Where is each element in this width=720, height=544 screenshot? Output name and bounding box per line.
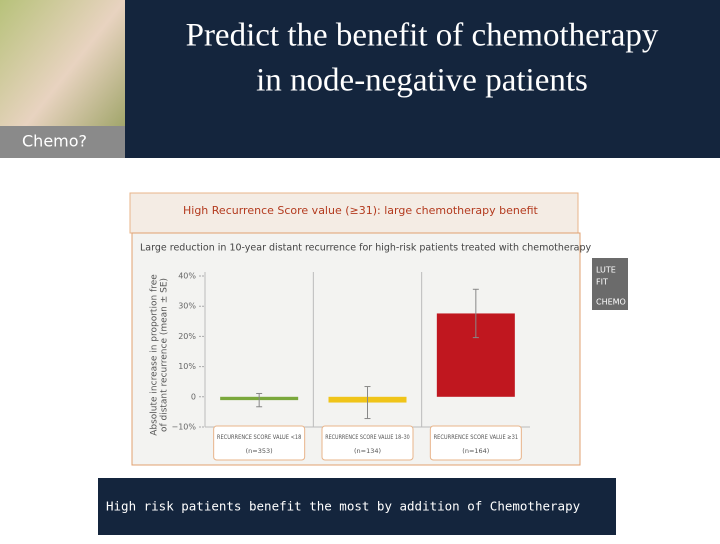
chart-title: Large reduction in 10-year distant recur… xyxy=(140,243,592,254)
photo-label: Chemo? xyxy=(22,132,87,151)
y-tick-label: −10% xyxy=(172,423,197,432)
photo-band xyxy=(0,126,125,158)
sample-size: (n=353) xyxy=(246,447,273,455)
x-tick-label: RECURRENCE SCORE VALUE <18 xyxy=(217,433,302,441)
side-box xyxy=(592,258,628,310)
sample-size: (n=164) xyxy=(462,447,489,455)
banner-box xyxy=(129,192,579,234)
y-tick-label: 40% xyxy=(178,272,196,281)
y-tick-label: 10% xyxy=(178,362,196,371)
category-box xyxy=(321,425,414,461)
header xyxy=(125,0,720,158)
y-tick-label: 20% xyxy=(178,332,196,341)
side-text: FIT xyxy=(596,278,608,287)
side-text: CHEMO xyxy=(596,298,626,307)
y-label: of distant recurrence (mean ± SE) xyxy=(160,278,170,432)
caption: High risk patients benefit the most by a… xyxy=(106,499,581,514)
plot: −10% 0 10% 20% 30% 40% RECURRENCE SCORE VALUE … xyxy=(172,272,530,461)
category-box xyxy=(429,425,522,461)
x-tick-label: RECURRENCE SCORE VALUE ≥31 xyxy=(434,433,519,441)
y-tick-label: 0 xyxy=(191,392,196,401)
y-tick-label: 30% xyxy=(178,302,196,311)
title: Predict the benefit of chemotherapy xyxy=(186,18,659,54)
title: in node-negative patients xyxy=(256,63,588,99)
x-tick-label: RECURRENCE SCORE VALUE 18–30 xyxy=(325,433,410,441)
y-label: Absolute increase in proportion free xyxy=(150,274,160,436)
side-text: LUTE xyxy=(596,266,616,275)
caption-box xyxy=(98,478,616,535)
category-box xyxy=(213,425,306,461)
banner: High Recurrence Score value (≥31): large… xyxy=(183,204,539,217)
sample-size: (n=134) xyxy=(354,447,381,455)
